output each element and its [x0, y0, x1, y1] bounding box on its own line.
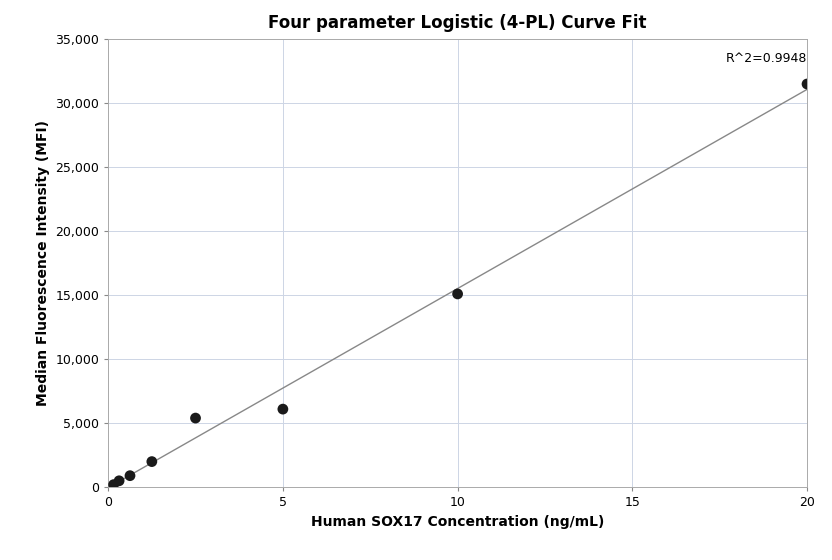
Point	[800, 80, 814, 88]
Y-axis label: Median Fluorescence Intensity (MFI): Median Fluorescence Intensity (MFI)	[36, 120, 50, 406]
Point	[123, 471, 136, 480]
Point	[276, 405, 290, 414]
Point	[189, 414, 202, 423]
X-axis label: Human SOX17 Concentration (ng/mL): Human SOX17 Concentration (ng/mL)	[311, 515, 604, 529]
Title: Four parameter Logistic (4-PL) Curve Fit: Four parameter Logistic (4-PL) Curve Fit	[269, 14, 646, 32]
Point	[451, 290, 464, 298]
Point	[112, 477, 126, 486]
Point	[107, 480, 121, 489]
Text: R^2=0.9948: R^2=0.9948	[726, 52, 807, 65]
Point	[146, 457, 159, 466]
